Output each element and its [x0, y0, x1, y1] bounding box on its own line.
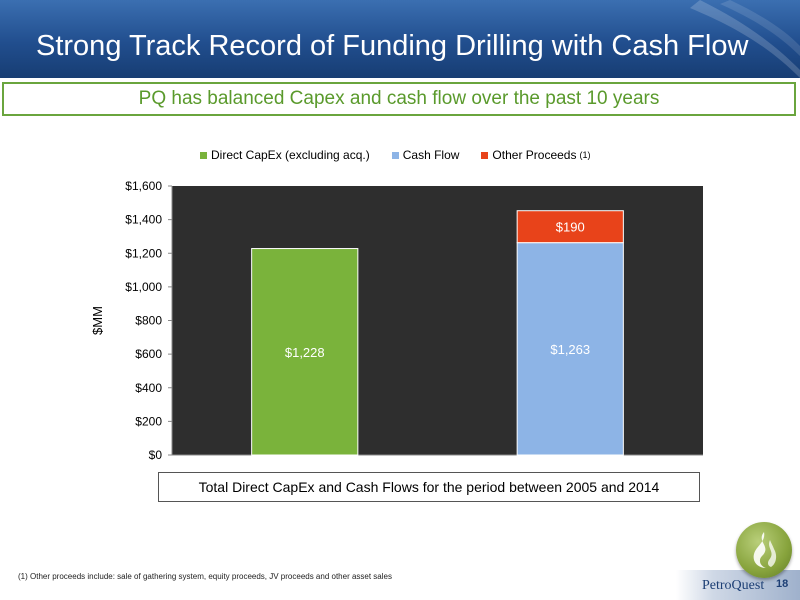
legend-swatch-capex	[200, 151, 207, 159]
subtitle-text: PQ has balanced Capex and cash flow over…	[138, 88, 660, 109]
legend-item-cash-flow: Cash Flow	[391, 148, 460, 162]
legend-swatch-other-proceeds	[481, 151, 489, 159]
caption-text: Total Direct CapEx and Cash Flows for th…	[198, 479, 660, 495]
y-tick-label: $600	[135, 347, 162, 361]
bar-data-label: $190	[556, 220, 585, 235]
bar-segment	[516, 210, 624, 244]
swoosh-decoration	[690, 0, 800, 78]
chart-legend: Direct CapEx (excluding acq.) Cash Flow …	[200, 146, 612, 164]
y-tick-label: $400	[135, 381, 162, 395]
footer-bar	[676, 570, 800, 600]
legend-label-capex: Direct CapEx (excluding acq.)	[211, 148, 370, 162]
brand-name: PetroQuest	[702, 578, 765, 593]
legend-item-capex: Direct CapEx (excluding acq.)	[200, 148, 370, 162]
chart-caption: Total Direct CapEx and Cash Flows for th…	[158, 472, 700, 502]
y-tick-label: $800	[135, 314, 162, 328]
page-title: Strong Track Record of Funding Drilling …	[36, 30, 749, 62]
y-tick-label: $1,200	[125, 246, 162, 260]
bar-segment	[516, 242, 624, 456]
legend-label-cash-flow: Cash Flow	[402, 148, 460, 162]
bar-segment	[251, 248, 359, 456]
flame-icon	[753, 532, 777, 568]
page-number: 18	[776, 578, 789, 590]
legend-item-other-proceeds: Other Proceeds (1)	[481, 148, 590, 162]
y-tick-label: $1,000	[125, 280, 162, 294]
y-tick-label: $1,600	[125, 179, 162, 193]
y-tick-label: $1,400	[125, 213, 162, 227]
y-tick-label: $0	[149, 448, 163, 462]
legend-swatch-cash-flow	[391, 151, 399, 159]
company-logo	[736, 522, 792, 578]
footnote: (1) Other proceeds include: sale of gath…	[18, 572, 392, 581]
y-axis-title: $MM	[90, 306, 105, 335]
header-banner: Strong Track Record of Funding Drilling …	[0, 0, 800, 78]
subtitle-box: PQ has balanced Capex and cash flow over…	[2, 82, 796, 116]
legend-label-other-proceeds: Other Proceeds	[492, 148, 577, 162]
bar-data-label: $1,228	[285, 345, 325, 360]
bar-data-label: $1,263	[550, 342, 590, 357]
legend-footnote-marker: (1)	[579, 150, 591, 160]
y-tick-label: $200	[135, 414, 162, 428]
